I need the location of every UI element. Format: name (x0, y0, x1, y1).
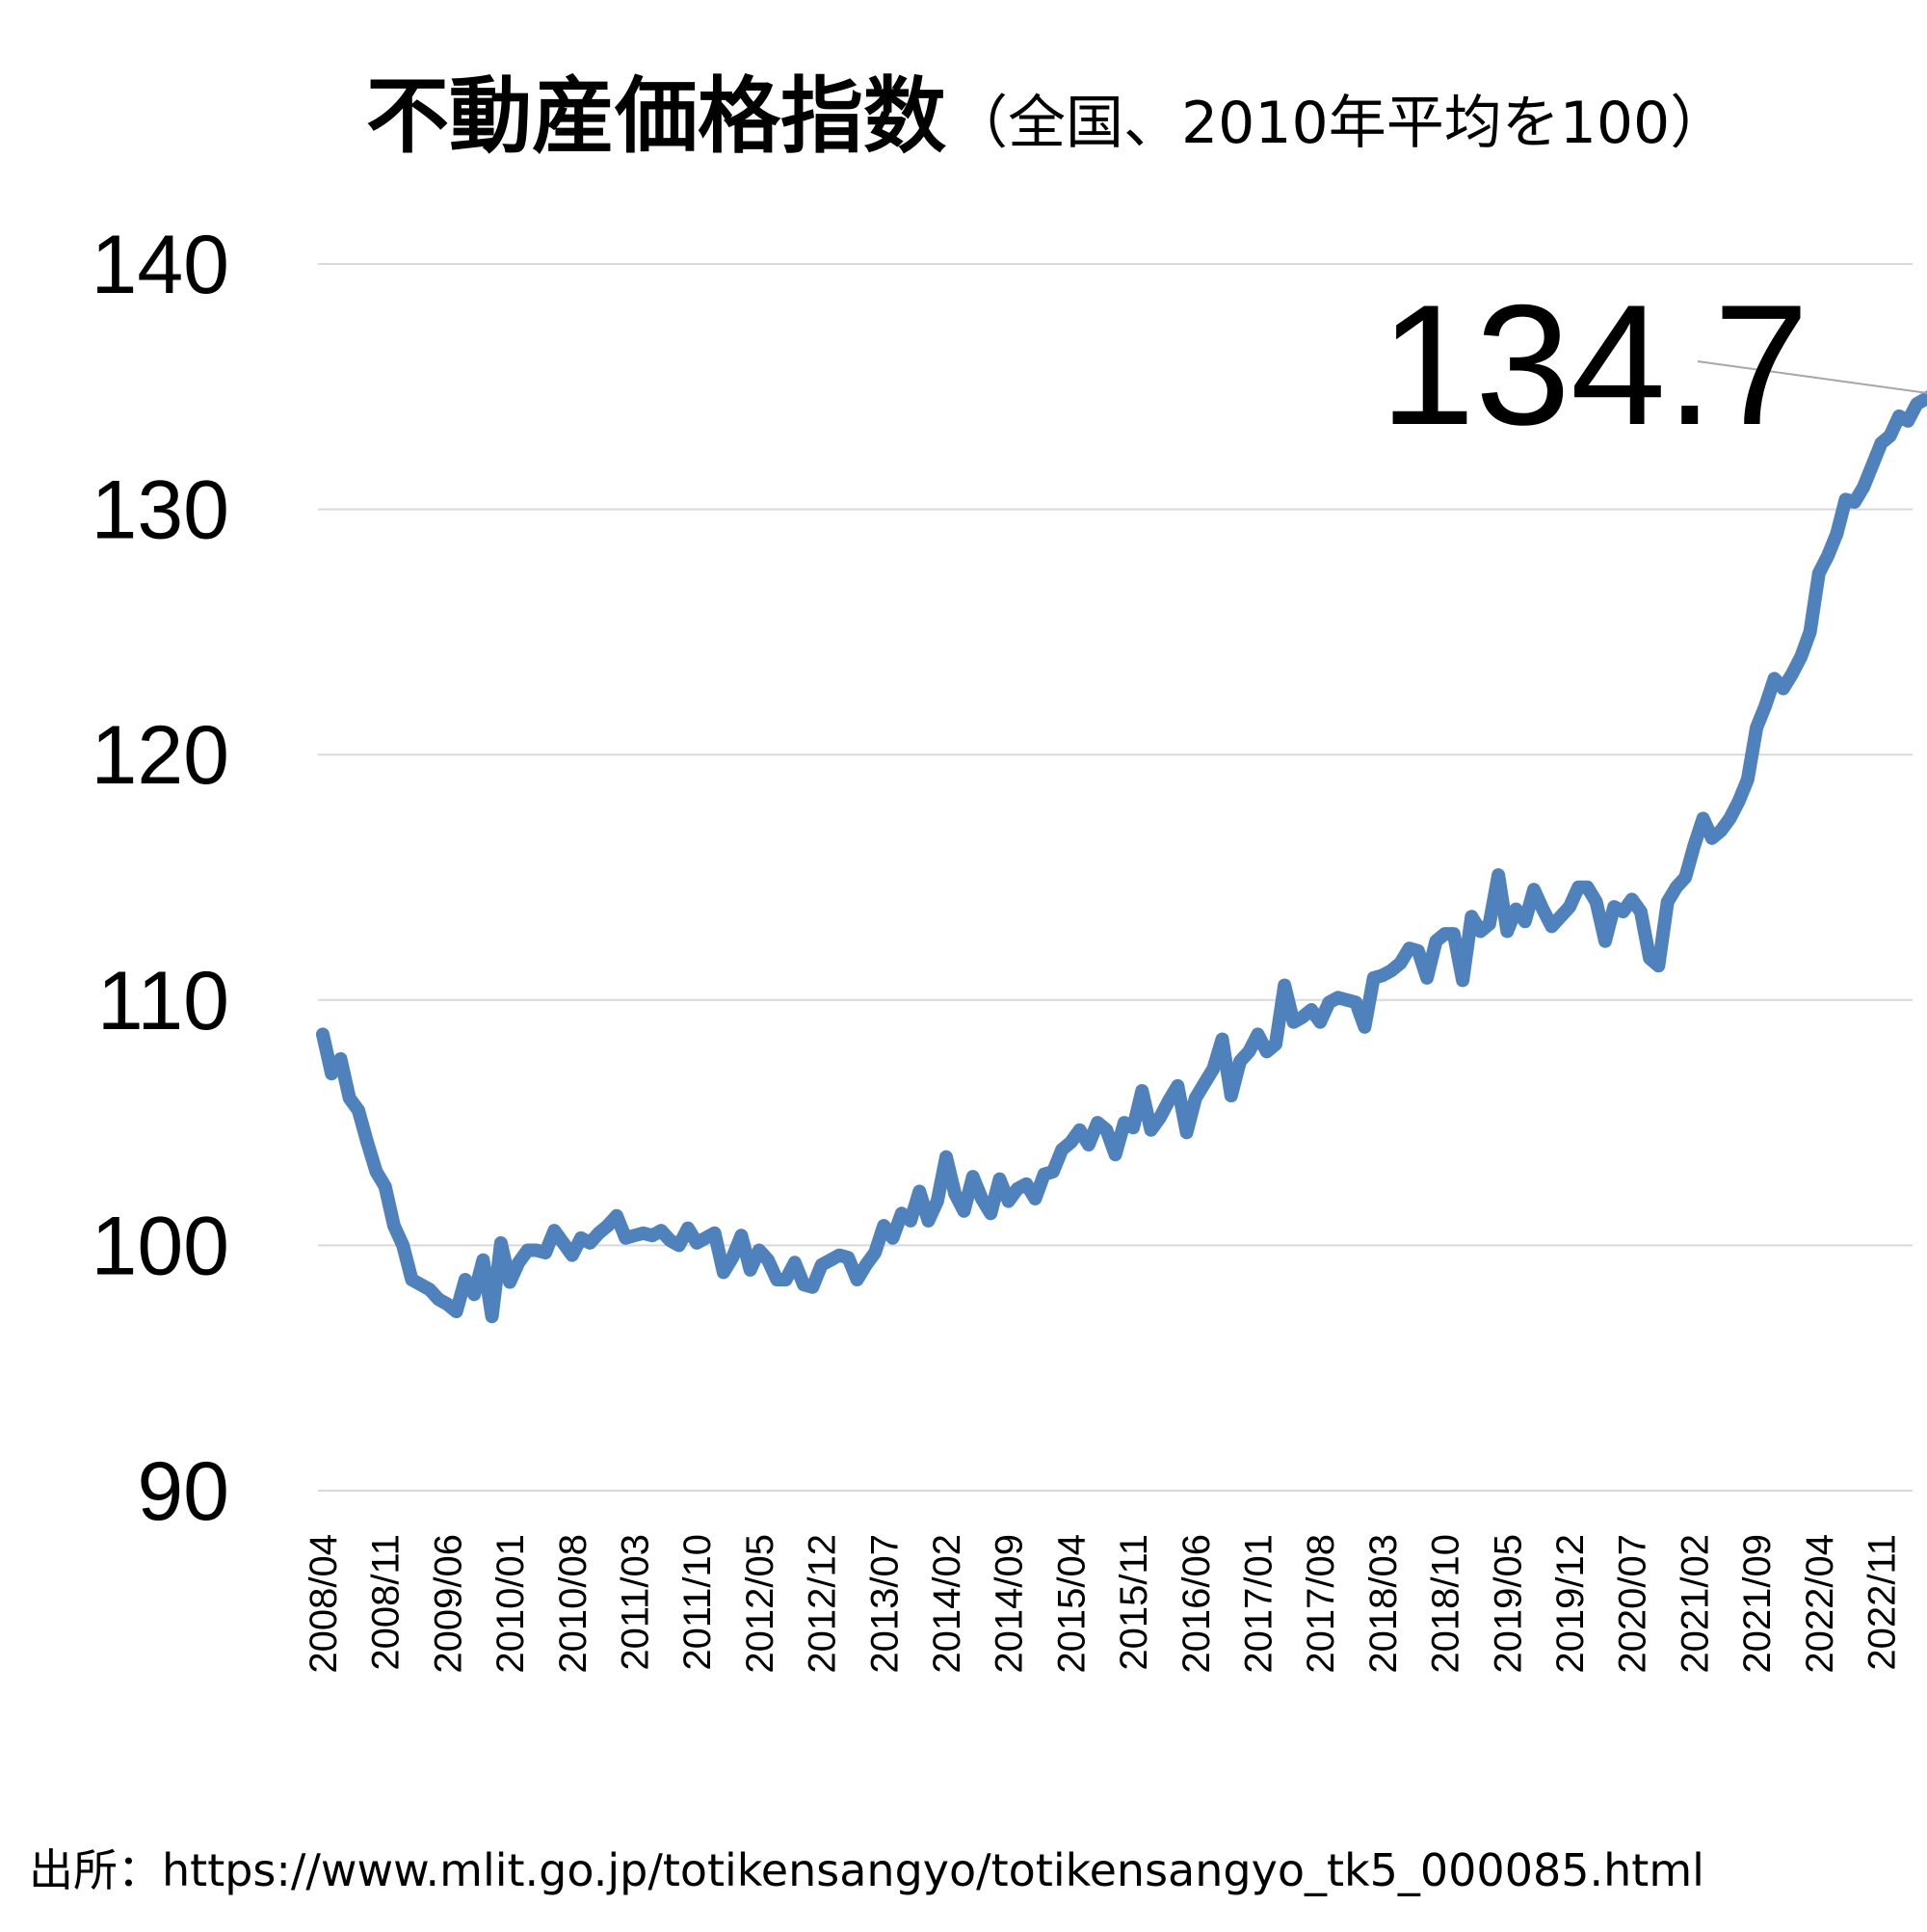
y-tick-label: 130 (92, 464, 230, 557)
x-tick-label: 2008/11 (365, 1534, 408, 1671)
x-tick-label: 2010/08 (552, 1534, 594, 1674)
x-tick-label: 2015/11 (1113, 1534, 1155, 1671)
x-tick-label: 2008/04 (303, 1534, 345, 1674)
y-tick-label: 110 (97, 955, 229, 1047)
x-tick-label: 2020/07 (1612, 1534, 1654, 1674)
x-tick-label: 2012/05 (739, 1534, 781, 1674)
series-line (316, 390, 1927, 1324)
y-axis-ticks: 90 100 110 120 130 140 (92, 219, 230, 1538)
x-tick-label: 2011/10 (676, 1534, 719, 1671)
y-tick-label: 100 (92, 1200, 230, 1292)
x-tick-label: 2021/02 (1674, 1534, 1716, 1674)
x-tick-label: 2015/04 (1050, 1534, 1093, 1674)
x-tick-label: 2012/12 (802, 1534, 844, 1674)
x-tick-label: 2013/07 (863, 1534, 906, 1674)
x-tick-label: 2016/06 (1175, 1534, 1218, 1674)
x-tick-label: 2022/11 (1861, 1534, 1904, 1671)
chart-subtitle: （全国、2010年平均を100） (950, 90, 1728, 157)
chart-title: 不動産価格指数 (366, 68, 946, 165)
series-layer (316, 390, 1927, 1324)
x-tick-label: 2018/10 (1425, 1534, 1467, 1674)
x-tick-label: 2019/05 (1487, 1534, 1529, 1674)
x-tick-label: 2011/03 (615, 1534, 657, 1671)
x-axis-ticks: 2008/04 2008/11 2009/06 2010/01 2010/08 2011/… (303, 1534, 1904, 1674)
x-tick-label: 2022/04 (1799, 1534, 1841, 1674)
x-tick-label: 2021/09 (1736, 1534, 1779, 1674)
x-tick-label: 2017/01 (1238, 1534, 1280, 1674)
x-tick-label: 2009/06 (427, 1534, 469, 1674)
y-tick-label: 120 (92, 709, 230, 802)
y-tick-label: 140 (92, 219, 230, 311)
callout-value-label: 134.7 (1380, 269, 1808, 461)
x-tick-label: 2017/08 (1300, 1534, 1342, 1674)
x-tick-label: 2014/09 (989, 1534, 1031, 1674)
x-tick-label: 2010/01 (489, 1534, 532, 1674)
x-tick-label: 2019/12 (1549, 1534, 1592, 1674)
x-tick-label: 2018/03 (1362, 1534, 1405, 1674)
source-note: 出所：https://www.mlit.go.jp/totikensangyo/… (29, 1844, 1704, 1896)
y-tick-label: 90 (137, 1445, 229, 1538)
callout-leader-line (1697, 360, 1927, 394)
x-tick-label: 2014/02 (926, 1534, 968, 1674)
